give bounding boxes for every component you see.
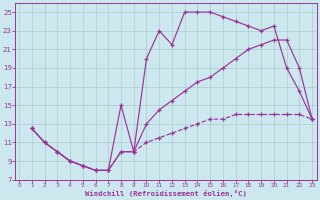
X-axis label: Windchill (Refroidissement éolien,°C): Windchill (Refroidissement éolien,°C) — [85, 190, 247, 197]
